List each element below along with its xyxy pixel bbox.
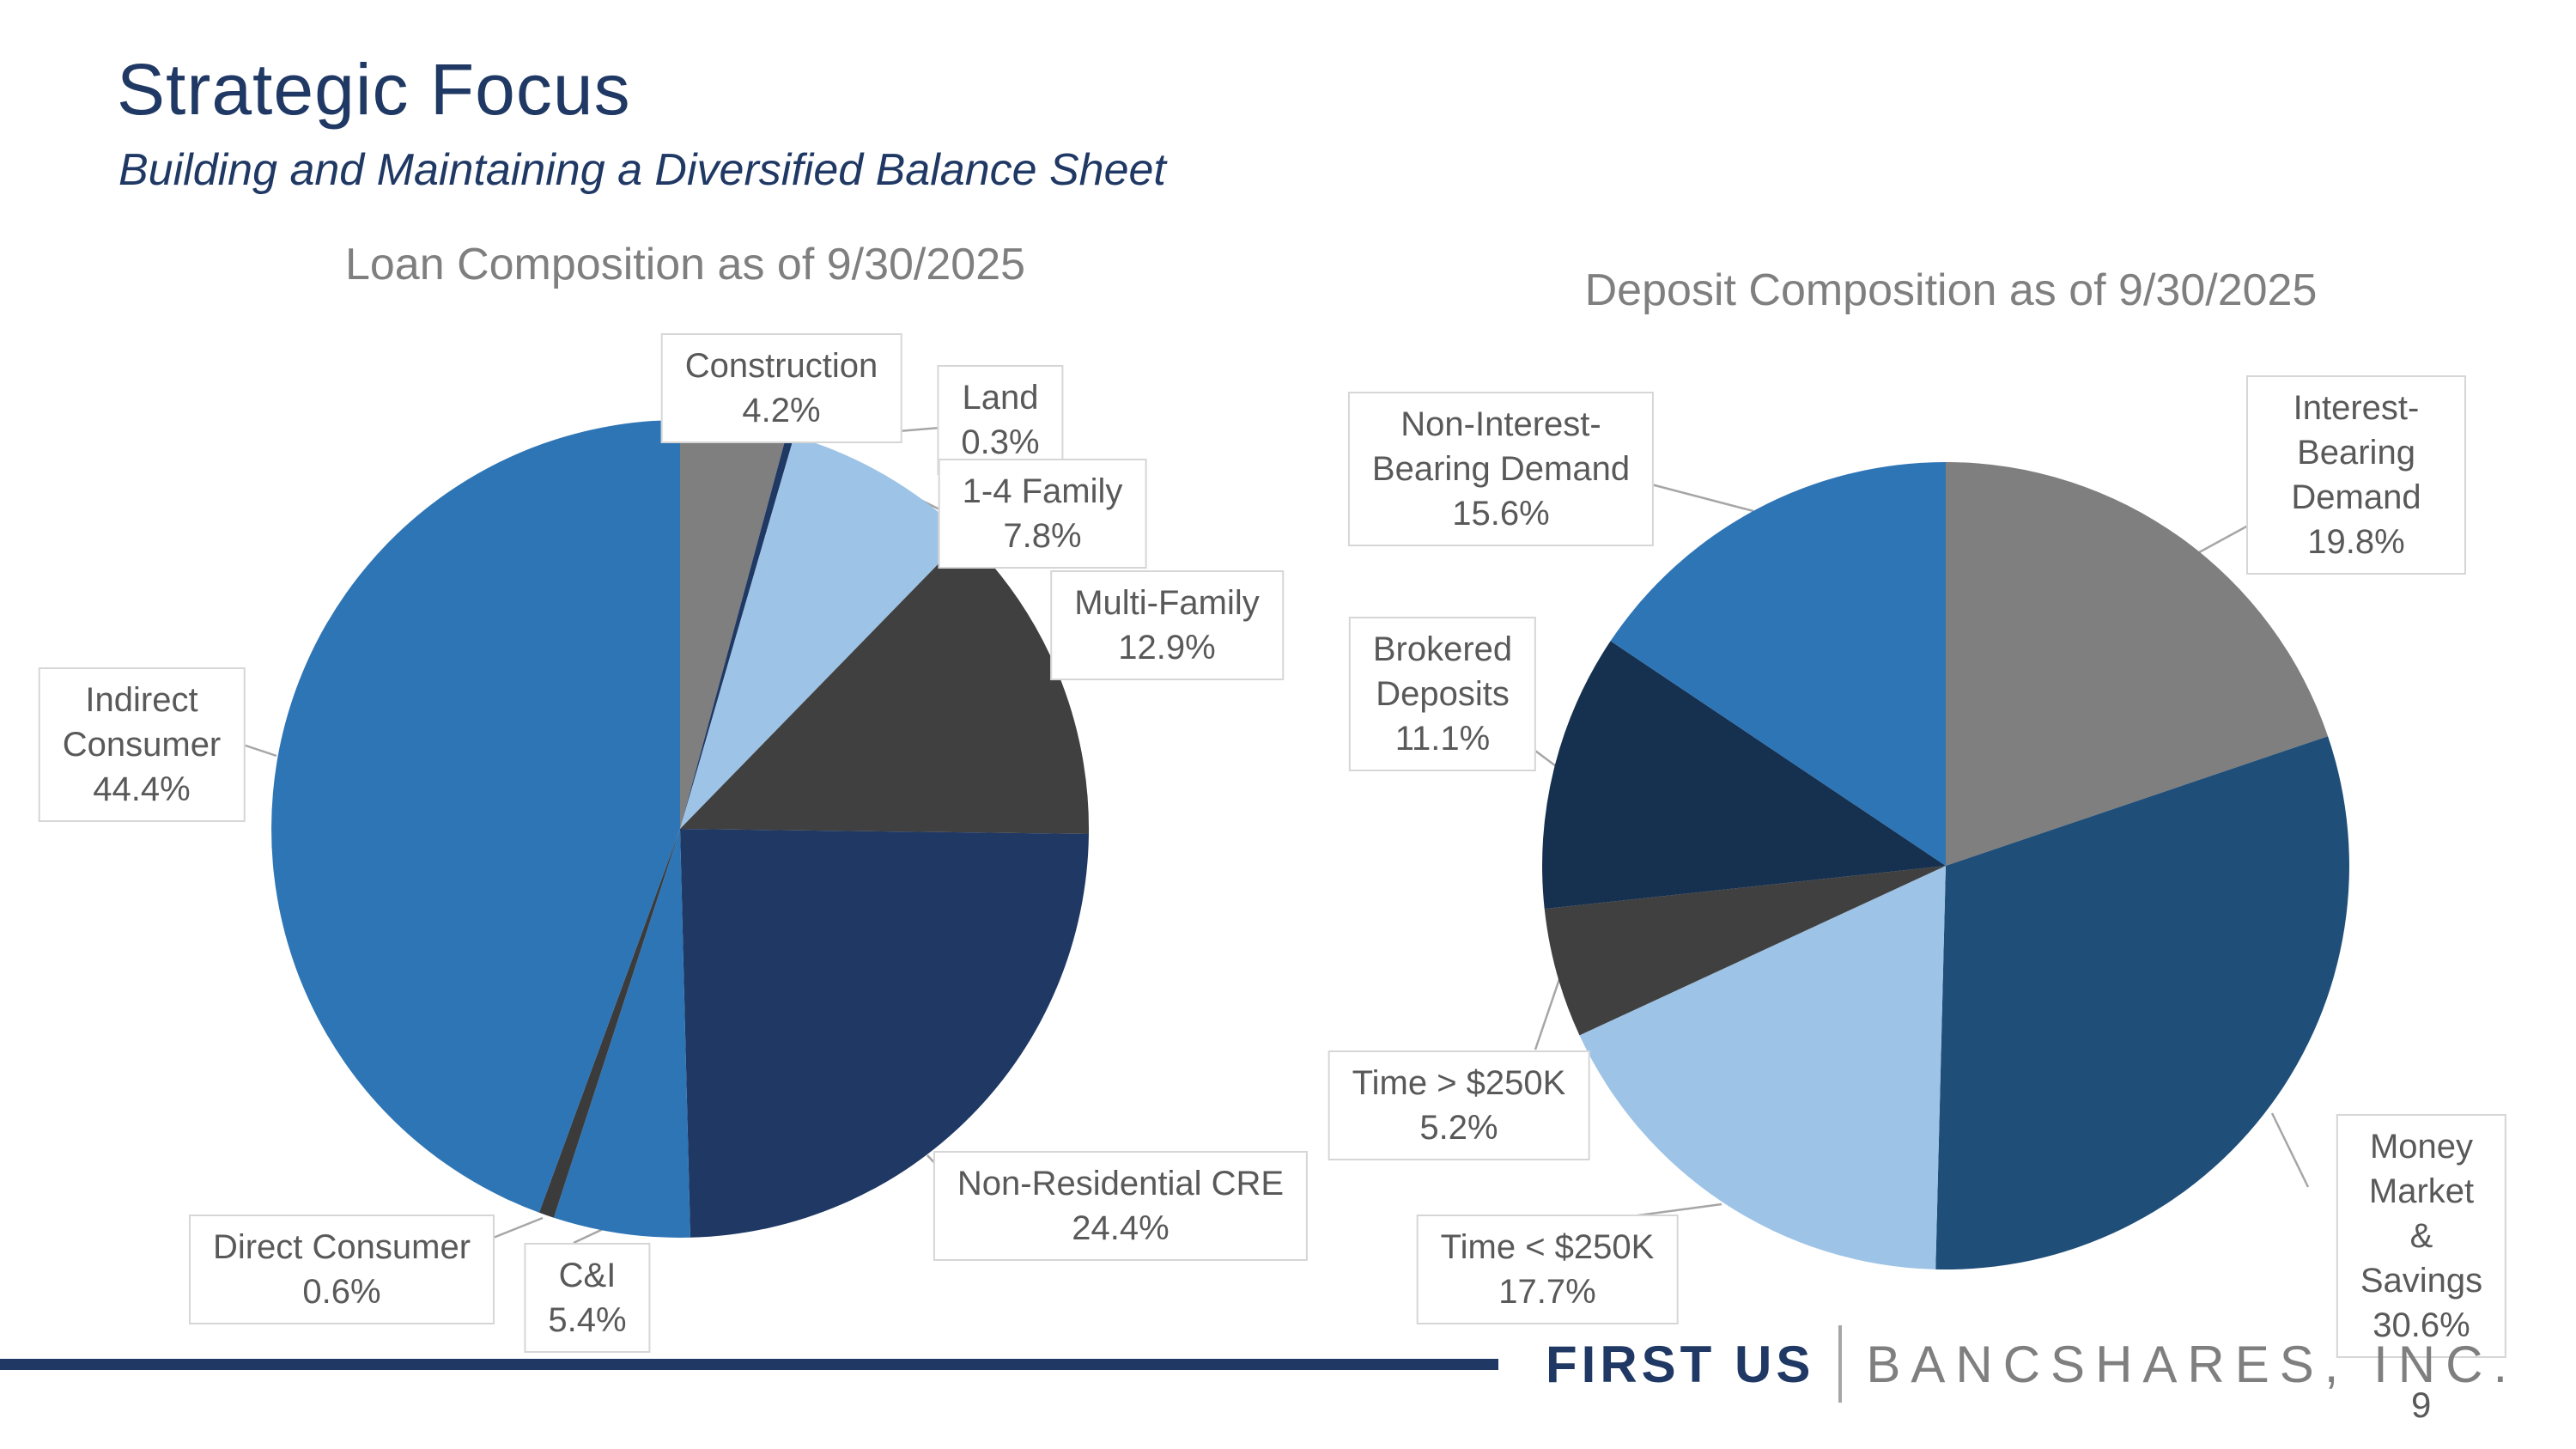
callout-1-4-family: 1-4 Family 7.8% — [938, 459, 1147, 569]
callout-construction: Construction 4.2% — [660, 333, 902, 443]
slice-time-250k — [1544, 866, 1946, 1036]
callout-multi-family: Multi-Family 12.9% — [1050, 570, 1284, 680]
callout-money-market-savings: Money Market & Savings 30.6% — [2336, 1114, 2507, 1358]
slide-title: Strategic Focus — [117, 49, 631, 130]
leader-time-gt-250k — [1534, 978, 1561, 1050]
slice-non-residential-cre — [680, 829, 1089, 1238]
callout-c-and-i: C&I 5.4% — [524, 1243, 651, 1353]
slice-indirect-consumer — [271, 420, 680, 1213]
slice-1-4-family — [680, 435, 966, 829]
slice-money-market-savings — [1935, 736, 2349, 1270]
slice-brokered-deposits — [1542, 641, 1946, 910]
callout-land: Land 0.3% — [937, 365, 1064, 475]
slice-land — [680, 434, 794, 829]
callout-time-gt-250k: Time > $250K 5.2% — [1327, 1050, 1590, 1160]
callout-brokered-deposits: Brokered Deposits 11.1% — [1348, 617, 1537, 771]
brand-lockup: FIRST US BANCSHARES, INC. — [1546, 1323, 2518, 1405]
callout-non-residential-cre: Non-Residential CRE 24.4% — [933, 1151, 1309, 1261]
slice-c-i — [553, 829, 690, 1238]
callout-indirect-consumer: Indirect Consumer 44.4% — [38, 667, 246, 822]
slice-multi-family — [680, 536, 1090, 834]
slice-direct-consumer — [538, 829, 680, 1218]
callout-non-interest-bearing-demand: Non-Interest- Bearing Demand 15.6% — [1347, 392, 1655, 546]
leader-money-market — [2270, 1112, 2310, 1188]
callout-direct-consumer: Direct Consumer 0.6% — [188, 1215, 495, 1324]
deposit-composition-pie — [1542, 462, 2349, 1270]
brand-first-us: FIRST US — [1546, 1335, 1815, 1393]
loan-composition-pie — [271, 420, 1090, 1238]
deposit-chart-title: Deposit Composition as of 9/30/2025 — [1584, 265, 2318, 315]
loan-chart-title: Loan Composition as of 9/30/2025 — [344, 240, 1026, 289]
slice-construction — [680, 420, 787, 829]
leader-time-lt-250k — [1631, 1202, 1722, 1218]
callout-time-lt-250k: Time < $250K 17.7% — [1416, 1215, 1679, 1324]
slice-non-interest-bearing-demand — [1610, 462, 1946, 866]
page-number: 9 — [2411, 1385, 2432, 1425]
leader-non-interest-bearing — [1637, 479, 1754, 513]
slice-interest-bearing-demand — [1946, 462, 2329, 866]
slice-time-250k — [1579, 866, 1946, 1269]
brand-divider — [1838, 1325, 1843, 1403]
footer-rule — [0, 1359, 1498, 1370]
slide-subtitle: Building and Maintaining a Diversified B… — [118, 145, 1166, 195]
callout-interest-bearing-demand: Interest-Bearing Demand 19.8% — [2246, 375, 2466, 575]
brand-bancshares: BANCSHARES, INC. — [1866, 1335, 2518, 1393]
